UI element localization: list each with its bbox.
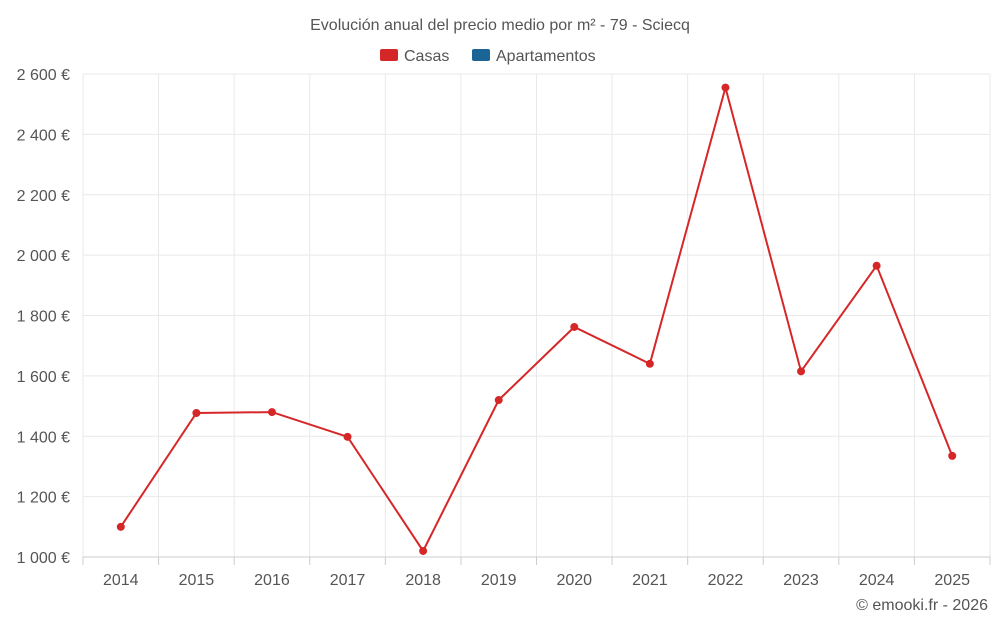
y-tick-label: 2 600 € (17, 67, 70, 84)
x-tick-label: 2020 (556, 572, 592, 589)
x-gridlines (82, 74, 991, 565)
y-tick-label: 1 200 € (17, 490, 70, 507)
chart-title: Evolución anual del precio medio por m² … (310, 17, 690, 34)
x-tick-label: 2025 (934, 572, 970, 589)
x-tick-label: 2023 (783, 572, 819, 589)
x-tick-label: 2015 (179, 572, 215, 589)
y-tick-label: 1 600 € (17, 369, 70, 386)
data-point-2023[interactable] (797, 367, 806, 376)
legend-swatch (472, 49, 490, 61)
legend-item-casas[interactable]: Casas (380, 48, 449, 65)
data-point-2017[interactable] (343, 432, 352, 441)
x-tick-label: 2017 (330, 572, 366, 589)
data-point-2021[interactable] (645, 359, 654, 368)
y-axis-ticks: 1 000 € 1 200 € 1 400 € 1 600 € 1 800 € 2 000… (17, 67, 70, 567)
y-tick-label: 2 200 € (17, 188, 70, 205)
data-point-2020[interactable] (570, 322, 579, 331)
legend: Casas Apartamentos (380, 48, 596, 65)
data-point-2019[interactable] (494, 396, 503, 405)
x-tick-label: 2022 (708, 572, 744, 589)
data-point-2018[interactable] (419, 546, 428, 555)
x-tick-label: 2019 (481, 572, 517, 589)
series-line-casas (119, 83, 954, 553)
x-tick-label: 2016 (254, 572, 290, 589)
data-point-2015[interactable] (192, 409, 201, 418)
x-tick-label: 2021 (632, 572, 668, 589)
y-tick-label: 2 000 € (17, 248, 70, 265)
x-tick-label: 2018 (405, 572, 441, 589)
data-point-2025[interactable] (948, 451, 957, 460)
x-axis-ticks: 2014 2015 2016 2017 2018 2019 2020 2021 2022 2023… (103, 572, 970, 589)
x-tick-label: 2014 (103, 572, 139, 589)
data-point-2022[interactable] (721, 83, 730, 92)
y-tick-label: 2 400 € (17, 127, 70, 144)
data-point-2024[interactable] (872, 261, 881, 270)
credit-text: © emooki.fr - 2026 (856, 597, 988, 614)
data-point-2016[interactable] (267, 408, 276, 417)
y-tick-label: 1 000 € (17, 550, 70, 567)
legend-label: Apartamentos (496, 48, 596, 65)
data-point-2014[interactable] (116, 522, 125, 531)
legend-swatch (380, 49, 398, 61)
legend-item-apartamentos[interactable]: Apartamentos (472, 48, 596, 65)
y-tick-label: 1 800 € (17, 309, 70, 326)
legend-label: Casas (404, 48, 449, 65)
series-group (116, 83, 957, 555)
y-tick-label: 1 400 € (17, 429, 70, 446)
x-tick-label: 2024 (859, 572, 895, 589)
